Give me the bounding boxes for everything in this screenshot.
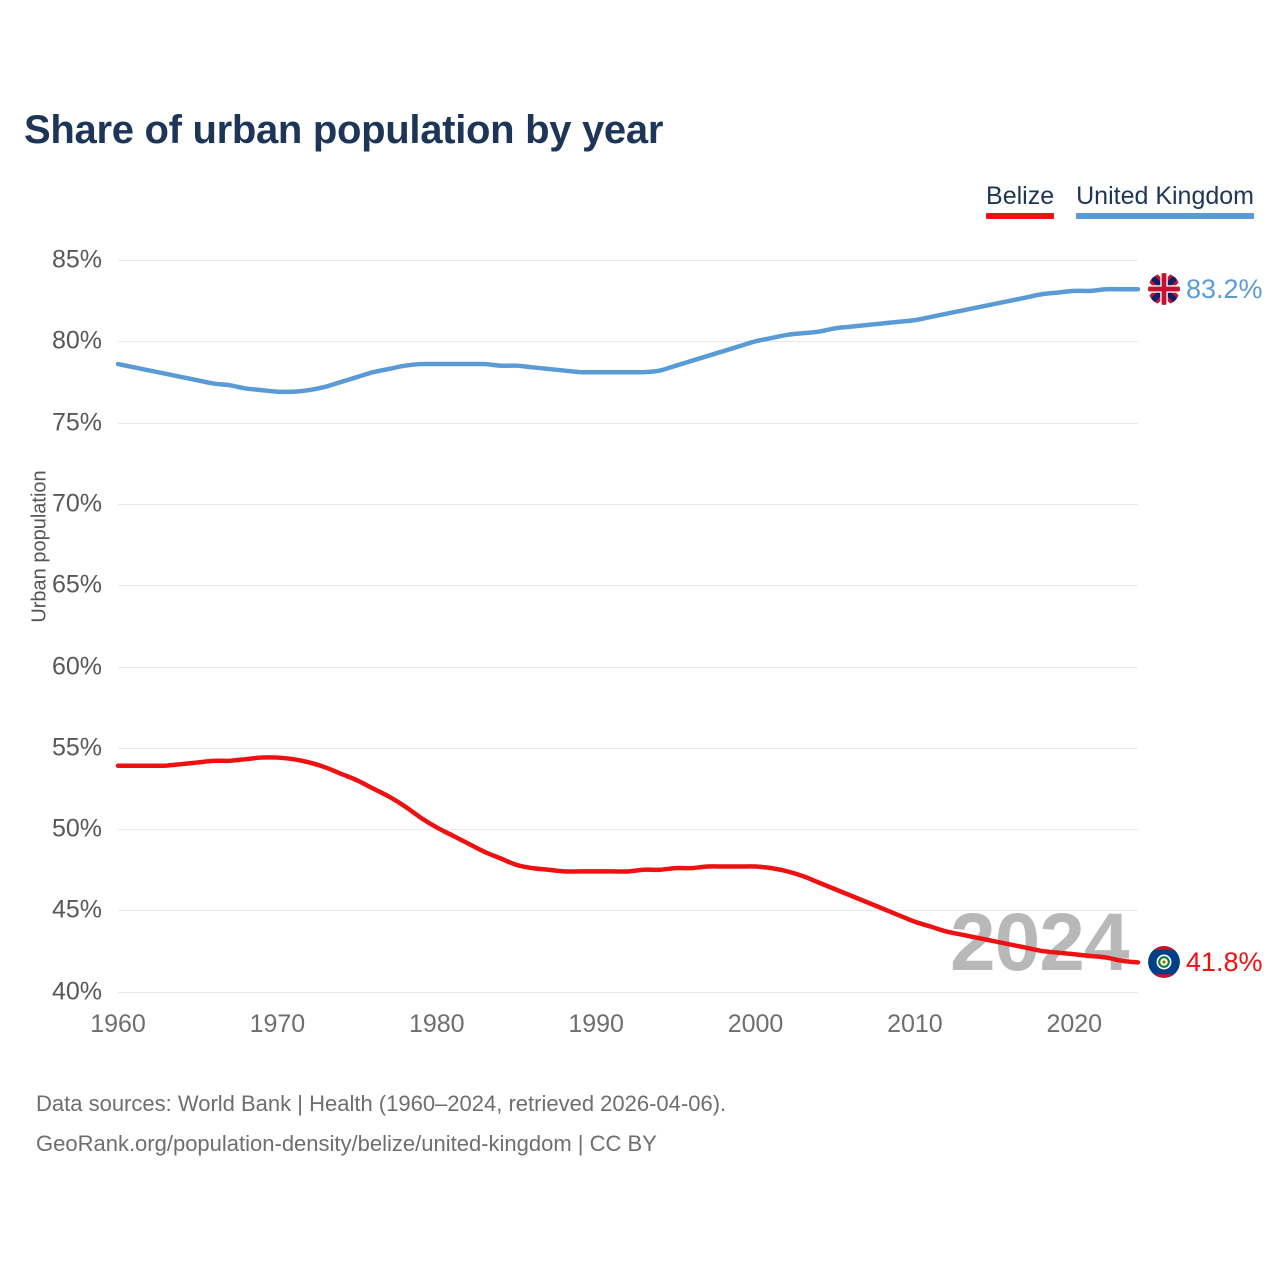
gridline xyxy=(118,991,1138,993)
series-line-belize xyxy=(115,755,1141,965)
x-axis-tick-label: 1960 xyxy=(90,1010,146,1038)
end-label-united-kingdom: 83.2% xyxy=(1148,273,1263,306)
end-label-value-united-kingdom: 83.2% xyxy=(1186,273,1263,304)
x-axis-tick-label: 1970 xyxy=(249,1010,306,1038)
chart-legend: Belize United Kingdom xyxy=(986,182,1254,219)
y-axis-tick-label: 65% xyxy=(51,570,102,599)
y-axis-tick-label: 45% xyxy=(51,895,102,924)
legend-item-belize[interactable]: Belize xyxy=(986,182,1055,219)
gridline xyxy=(118,260,1138,261)
belize-flag-icon xyxy=(1148,946,1180,979)
gridline xyxy=(118,747,1138,749)
gridline xyxy=(118,341,1138,343)
end-label-belize: 41.8% xyxy=(1148,946,1263,979)
series-line-united-kingdom xyxy=(115,286,1141,395)
legend-item-united-kingdom[interactable]: United Kingdom xyxy=(1076,182,1254,219)
gridline xyxy=(118,829,1138,831)
footer-attribution: Data sources: World Bank | Health (1960–… xyxy=(36,1084,726,1164)
y-axis-tick-label: 85% xyxy=(51,245,102,274)
y-axis-tick-label: 80% xyxy=(51,326,102,355)
x-axis-tick-label: 2010 xyxy=(887,1010,943,1038)
legend-label-belize: Belize xyxy=(986,182,1055,210)
x-axis-tick-label: 2020 xyxy=(1046,1010,1103,1038)
legend-color-rule-united-kingdom xyxy=(1076,213,1254,219)
gridline xyxy=(118,666,1138,668)
y-axis-tick-label: 60% xyxy=(51,652,102,680)
gridline xyxy=(118,503,1138,505)
page-title: Share of urban population by year xyxy=(24,108,664,152)
year-watermark: 2024 xyxy=(950,897,1129,988)
y-axis-tick-label: 50% xyxy=(51,814,102,843)
x-axis-tick-label: 1980 xyxy=(408,1010,465,1038)
y-axis-tick-label: 70% xyxy=(51,489,102,518)
y-axis-tick-label: 75% xyxy=(51,408,102,437)
end-label-value-belize: 41.8% xyxy=(1186,946,1263,977)
x-axis-tick-label: 2000 xyxy=(727,1010,784,1038)
y-axis-tick-label: 40% xyxy=(51,977,102,1006)
y-axis-tick-label: 55% xyxy=(51,733,102,762)
legend-color-rule-belize xyxy=(986,213,1055,219)
footer-line-2: GeoRank.org/population-density/belize/un… xyxy=(36,1131,657,1156)
gridline xyxy=(118,422,1138,424)
footer-line-1: Data sources: World Bank | Health (1960–… xyxy=(36,1091,727,1116)
gridline xyxy=(118,910,1138,912)
x-axis-tick-label: 1990 xyxy=(568,1010,624,1038)
gridline xyxy=(118,585,1138,587)
legend-label-united-kingdom: United Kingdom xyxy=(1076,182,1254,210)
united-kingdom-flag-icon xyxy=(1148,273,1180,306)
